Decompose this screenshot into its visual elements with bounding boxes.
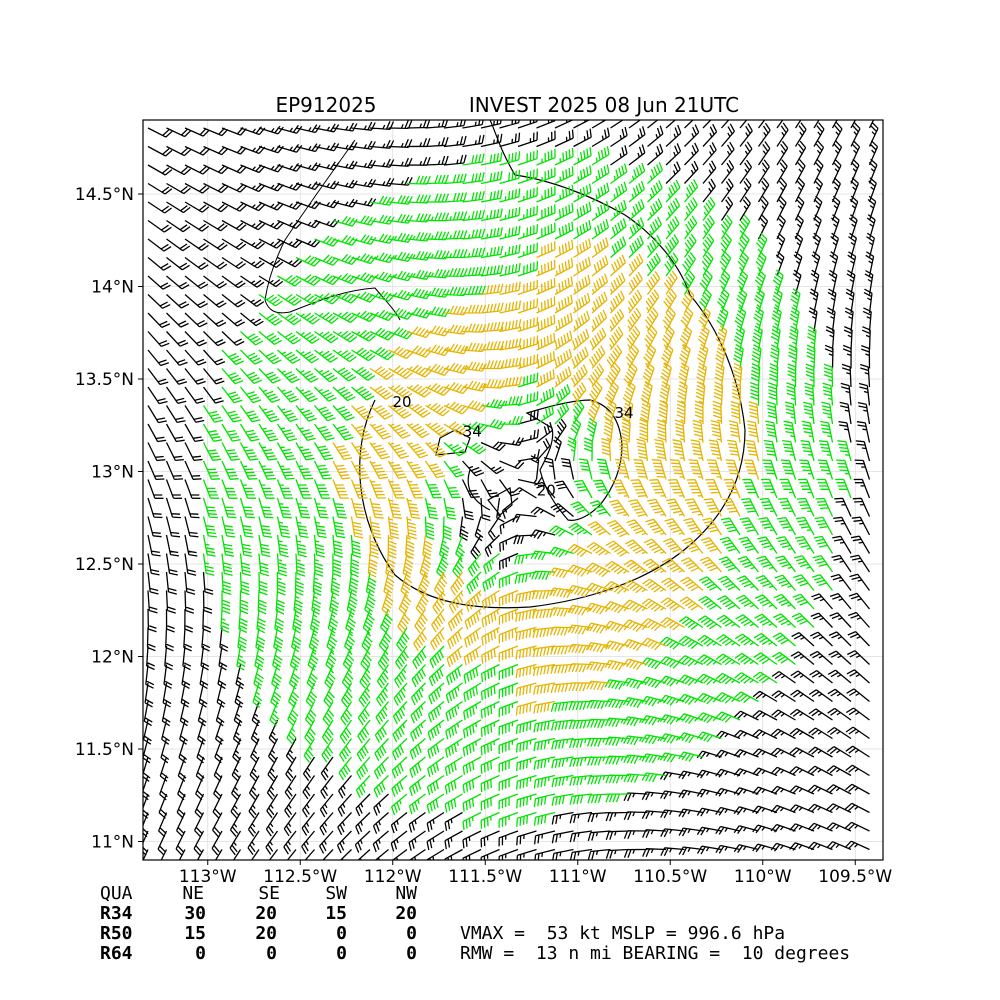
y-tick-label: 13.5°N	[75, 370, 134, 390]
y-tick-label: 14.5°N	[75, 185, 134, 205]
storm-label-title: INVEST 2025 08 Jun 21UTC	[469, 93, 739, 117]
longitude-ticks: 113°W 112.5°W 112°W 111.5°W 111°W 110.5°W 110°…	[179, 860, 892, 887]
x-tick-label: 110.5°W	[633, 867, 707, 887]
y-tick-label: 12°N	[91, 648, 134, 668]
radii-value: 20	[255, 923, 277, 944]
radii-header-sw: SW	[325, 883, 347, 904]
wind-radii-table: QUA NE SE SW NW R34 30 20 15 20 R50 15 2…	[100, 883, 417, 964]
contour-label: 34	[463, 422, 482, 440]
radii-value: 15	[325, 903, 347, 924]
wind-barb-group	[143, 120, 879, 860]
y-tick-label: 11°N	[91, 833, 134, 853]
map-gridlines	[143, 120, 883, 860]
radii-value: 0	[195, 943, 206, 964]
y-tick-label: 12.5°N	[75, 555, 134, 575]
radii-value: 30	[184, 903, 206, 924]
radii-value: 0	[406, 943, 417, 964]
radii-row-label: R64	[100, 943, 133, 964]
contour-label: 20	[392, 393, 411, 411]
wind-barb-group	[332, 237, 760, 716]
wind-speed-contours	[264, 120, 746, 609]
contour-label: 34	[614, 404, 633, 422]
rmw-bearing-summary: RMW = 13 n mi BEARING = 10 degrees	[460, 943, 850, 964]
y-tick-label: 11.5°N	[75, 740, 134, 760]
x-tick-label: 111°W	[549, 867, 607, 887]
plot-frame	[142, 119, 884, 861]
contour-label: 20	[537, 482, 556, 500]
radii-header-nw: NW	[395, 883, 417, 904]
storm-id-title: EP912025	[275, 93, 376, 117]
coastline-segment	[264, 139, 401, 321]
contour-labels: 20 34 20 34	[392, 393, 633, 500]
radii-header-qua: QUA	[100, 883, 133, 904]
y-tick-label: 14°N	[91, 278, 134, 298]
latitude-ticks: 11°N 11.5°N 12°N 12.5°N 13°N 13.5°N 14°N 14.5°N	[75, 185, 143, 853]
radii-row-label: R34	[100, 903, 133, 924]
radii-value: 20	[255, 903, 277, 924]
x-tick-label: 109.5°W	[818, 867, 892, 887]
radii-value: 0	[336, 923, 347, 944]
x-tick-label: 112°W	[364, 867, 422, 887]
radii-header-ne: NE	[182, 883, 204, 904]
contour-34kt-east	[525, 399, 623, 521]
radii-value: 0	[266, 943, 277, 964]
radii-value: 20	[395, 903, 417, 924]
vmax-mslp-summary: VMAX = 53 kt MSLP = 996.6 hPa	[460, 923, 785, 944]
y-tick-label: 13°N	[91, 463, 134, 483]
radii-value: 0	[336, 943, 347, 964]
x-tick-label: 112.5°W	[263, 867, 337, 887]
radii-value: 0	[406, 923, 417, 944]
wind-barb-group	[202, 146, 852, 830]
radii-value: 15	[184, 923, 206, 944]
x-tick-label: 111.5°W	[448, 867, 522, 887]
radii-header-se: SE	[258, 883, 280, 904]
radii-row-label: R50	[100, 923, 133, 944]
x-tick-label: 113°W	[179, 867, 237, 887]
contour-20kt-inner	[467, 469, 513, 516]
x-tick-label: 110°W	[734, 867, 792, 887]
wind-barbs	[143, 120, 879, 860]
